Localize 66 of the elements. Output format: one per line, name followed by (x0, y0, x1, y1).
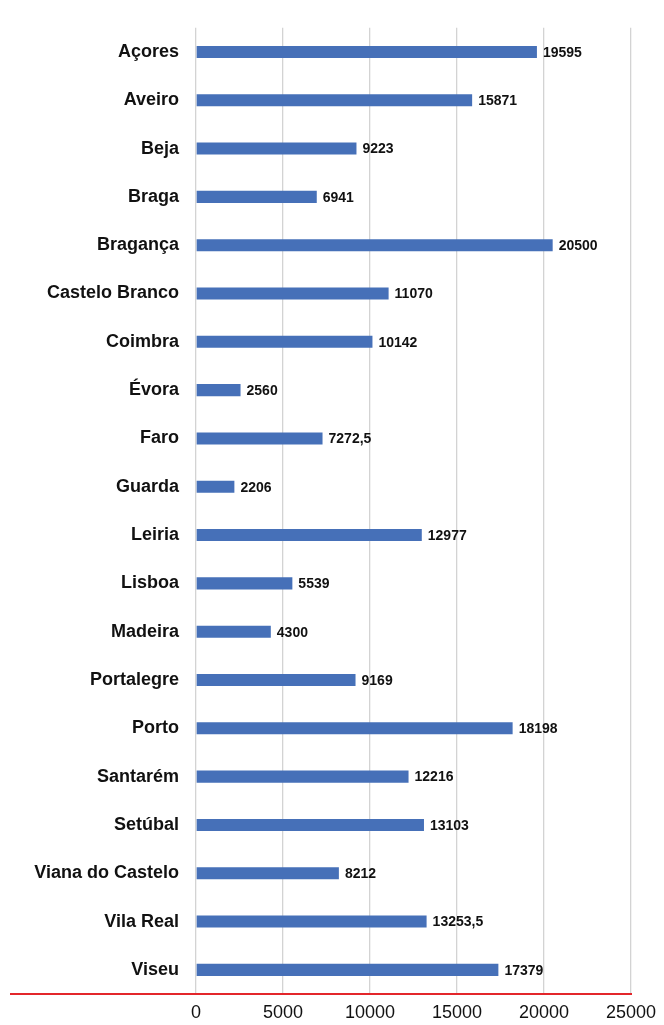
bar (196, 867, 339, 880)
x-tick-label: 15000 (431, 1001, 483, 1022)
bar (196, 818, 424, 831)
y-tick-label: Évora (128, 378, 180, 400)
data-label: 20500 (558, 237, 598, 254)
bar (196, 722, 513, 735)
x-tick-label: 10000 (344, 1001, 396, 1022)
y-tick-label: Santarém (96, 765, 179, 786)
y-tick-label: Leiria (130, 524, 180, 545)
y-tick-label: Açores (117, 40, 179, 61)
data-label: 4300 (276, 623, 309, 640)
y-tick-label: Setúbal (113, 813, 179, 834)
x-tick-label: 20000 (518, 1001, 570, 1022)
y-tick-label: Guarda (115, 475, 180, 496)
data-label: 17379 (504, 961, 544, 978)
y-tick-label: Viana do Castelo (34, 862, 179, 883)
x-tick-label: 5000 (262, 1001, 304, 1022)
y-tick-label: Aveiro (123, 89, 179, 110)
y-tick-label: Madeira (110, 620, 180, 641)
bar (196, 335, 373, 348)
data-label: 10142 (378, 333, 418, 350)
y-tick-label: Lisboa (120, 572, 180, 593)
y-tick-label: Castelo Branco (46, 282, 179, 303)
bar (196, 432, 323, 445)
y-tick-label: Vila Real (104, 910, 179, 931)
data-label: 12216 (414, 768, 454, 785)
bar (196, 625, 271, 638)
y-tick-label: Beja (140, 137, 180, 158)
data-label: 9169 (361, 671, 393, 688)
bar (196, 915, 427, 928)
data-label: 9223 (362, 140, 394, 157)
data-label: 5539 (298, 575, 330, 592)
bar (196, 94, 473, 107)
bar (196, 529, 422, 542)
data-label: 12977 (427, 526, 467, 543)
data-label: 18198 (518, 720, 558, 737)
data-label: 15871 (478, 92, 518, 109)
bar (196, 239, 553, 252)
data-label: 6941 (322, 188, 355, 205)
bar (196, 142, 357, 155)
y-tick-label: Braga (127, 185, 180, 206)
data-label: 13253,5 (432, 913, 484, 930)
data-label: 11070 (394, 285, 433, 302)
y-tick-label: Portalegre (89, 668, 179, 689)
y-tick-label: Viseu (131, 958, 179, 979)
data-label: 2560 (246, 381, 278, 398)
y-tick-label: Coimbra (105, 330, 180, 351)
data-label: 8212 (344, 865, 377, 882)
y-tick-label: Bragança (96, 234, 180, 255)
bar (196, 770, 409, 783)
bar (196, 480, 235, 493)
data-label: 7272,5 (328, 430, 372, 447)
bar (196, 963, 499, 976)
y-tick-label: Faro (139, 427, 179, 448)
bar (196, 190, 317, 203)
data-label: 13103 (429, 816, 470, 833)
data-label: 19595 (542, 43, 583, 60)
bar (196, 673, 356, 687)
y-tick-label: Porto (132, 717, 179, 738)
bar (196, 45, 537, 58)
data-label: 2206 (240, 478, 272, 495)
x-tick-label: 25000 (605, 1001, 656, 1022)
bar (196, 384, 241, 397)
bar (196, 577, 293, 590)
x-tick-label: 0 (190, 1001, 202, 1022)
bar (196, 287, 389, 300)
